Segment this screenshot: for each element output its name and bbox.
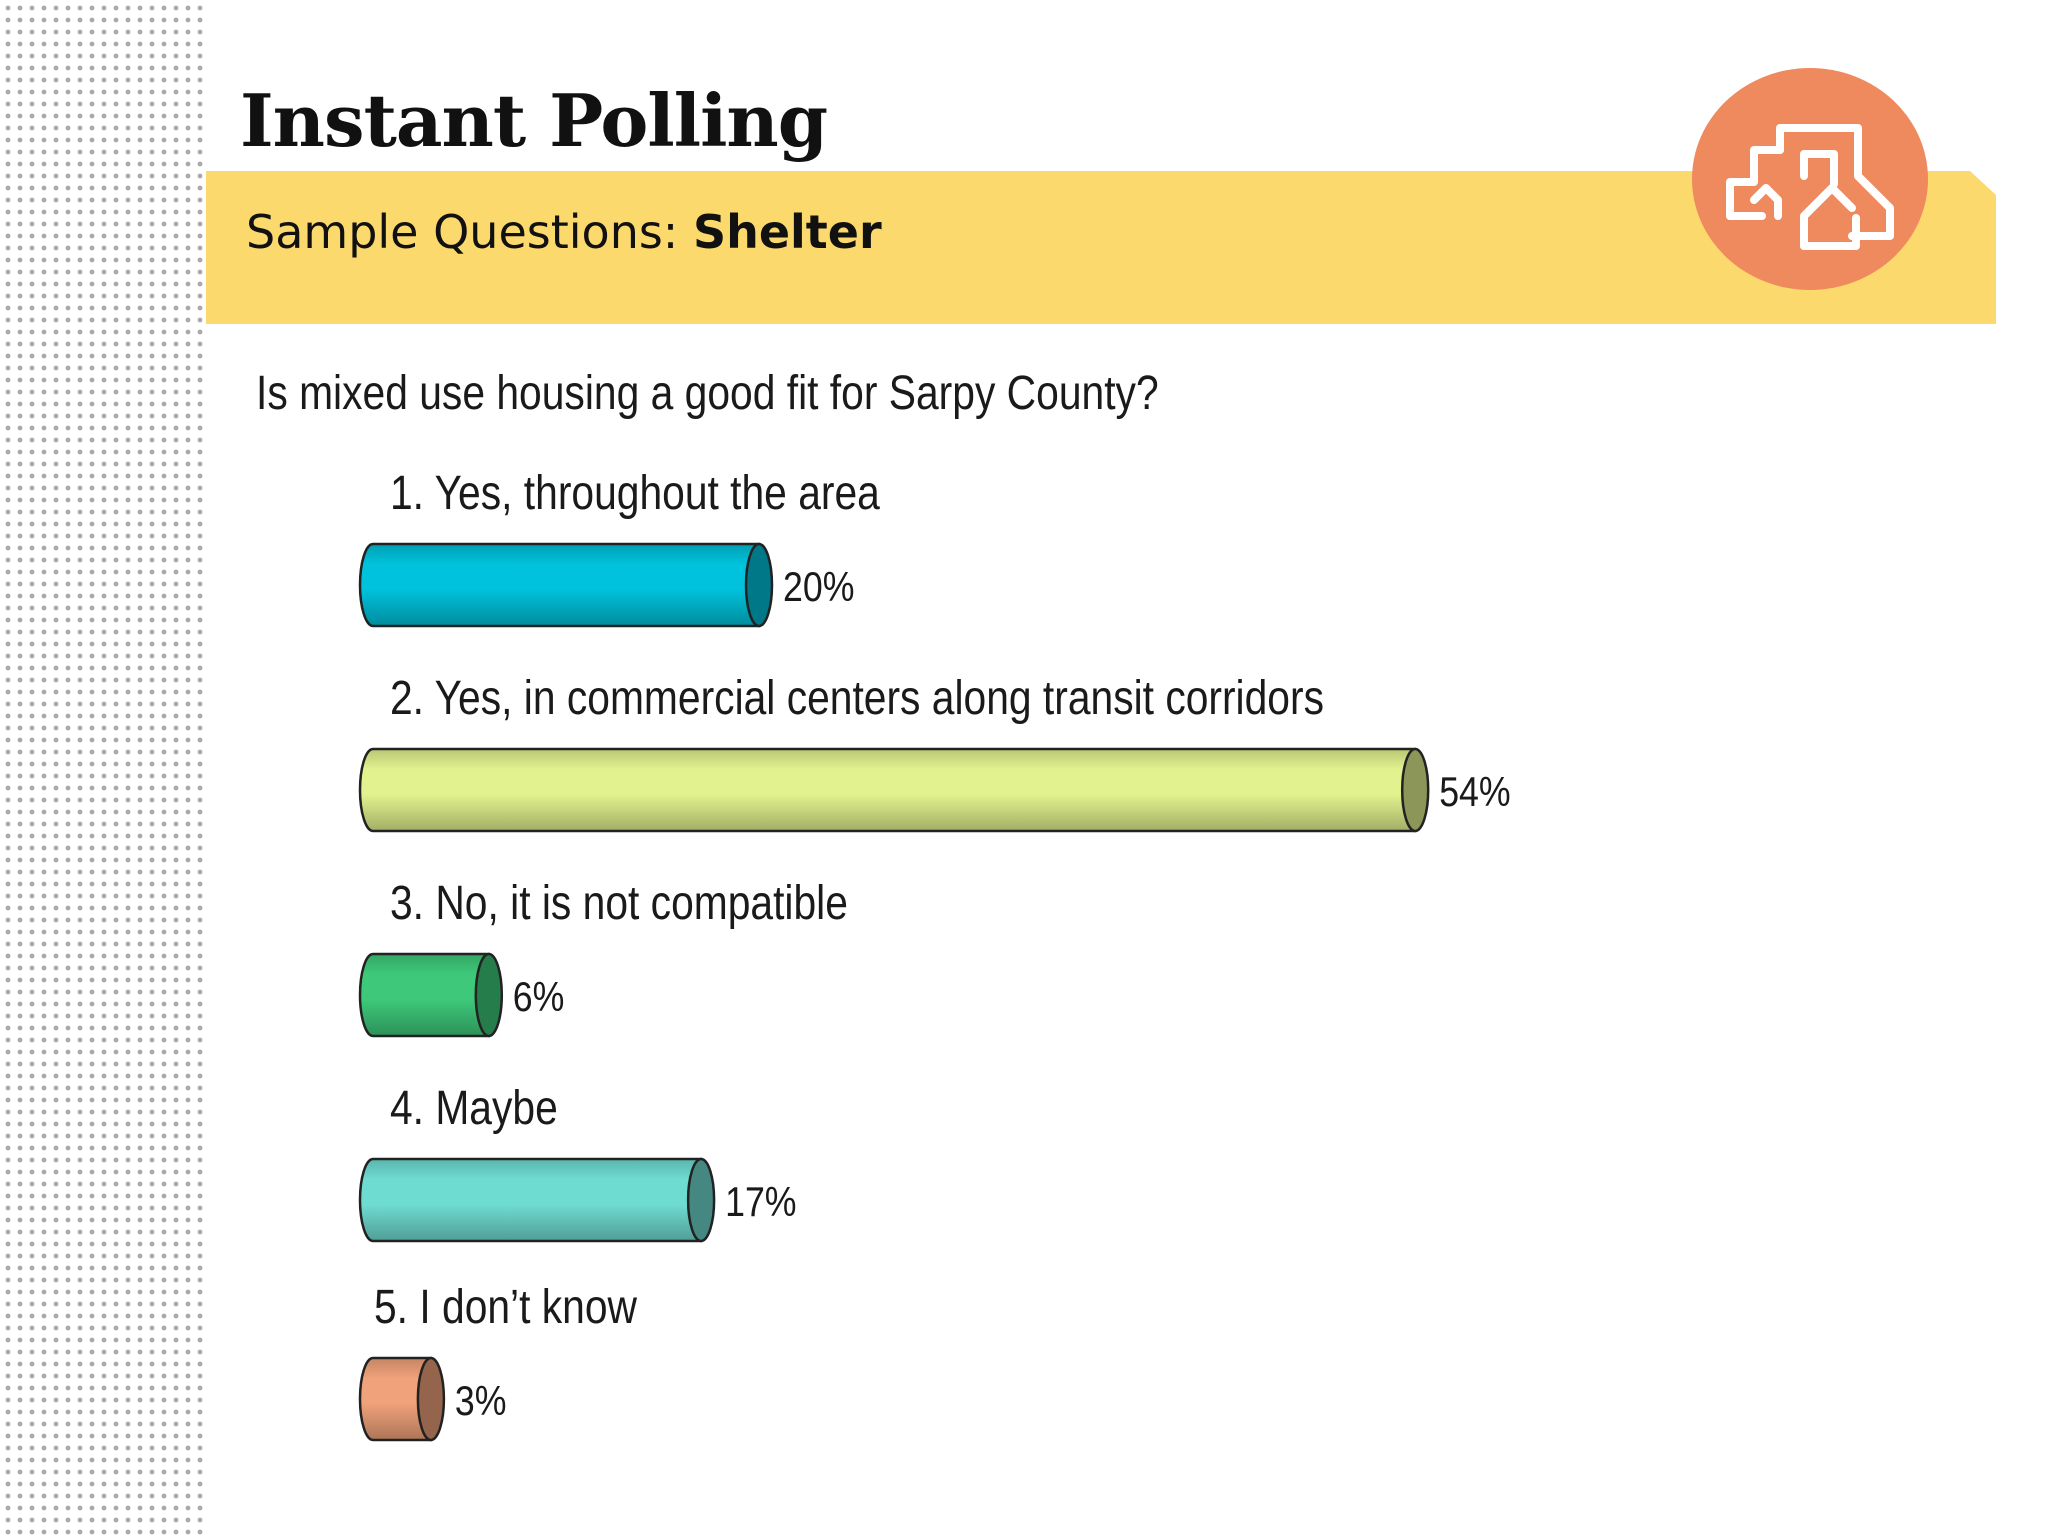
bar-end-cap bbox=[416, 1356, 446, 1442]
category-label: 3. No, it is not compatible bbox=[390, 877, 848, 930]
category-label: 1. Yes, throughout the area bbox=[390, 467, 880, 520]
bar-end-cap bbox=[686, 1157, 716, 1243]
page-title: Instant Polling bbox=[240, 78, 828, 163]
bar-end-cap bbox=[744, 542, 774, 628]
value-label: 20% bbox=[783, 564, 854, 610]
category-label: 2. Yes, in commercial centers along tran… bbox=[390, 672, 1324, 725]
bar-end-cap bbox=[1400, 747, 1430, 833]
poll-question: Is mixed use housing a good fit for Sarp… bbox=[256, 367, 1159, 420]
category-label: 5. I don’t know bbox=[374, 1281, 638, 1334]
topic-banner: Sample Questions: Shelter bbox=[206, 171, 1996, 324]
bar bbox=[358, 1356, 433, 1442]
value-label: 6% bbox=[513, 974, 565, 1020]
shelter-logo bbox=[1692, 68, 1928, 290]
value-label: 17% bbox=[725, 1179, 796, 1225]
banner-prefix: Sample Questions: bbox=[246, 205, 693, 259]
bar bbox=[358, 1157, 703, 1243]
bar-end-cap bbox=[474, 952, 504, 1038]
banner-text: Sample Questions: Shelter bbox=[246, 205, 882, 259]
buildings-house-icon bbox=[1726, 124, 1894, 250]
bar bbox=[358, 952, 491, 1038]
value-label: 3% bbox=[455, 1378, 507, 1424]
bar bbox=[358, 747, 1417, 833]
value-label: 54% bbox=[1439, 769, 1510, 815]
banner-topic: Shelter bbox=[692, 205, 882, 259]
category-label: 4. Maybe bbox=[390, 1082, 558, 1135]
bar bbox=[358, 542, 761, 628]
dot-pattern bbox=[0, 0, 206, 1536]
